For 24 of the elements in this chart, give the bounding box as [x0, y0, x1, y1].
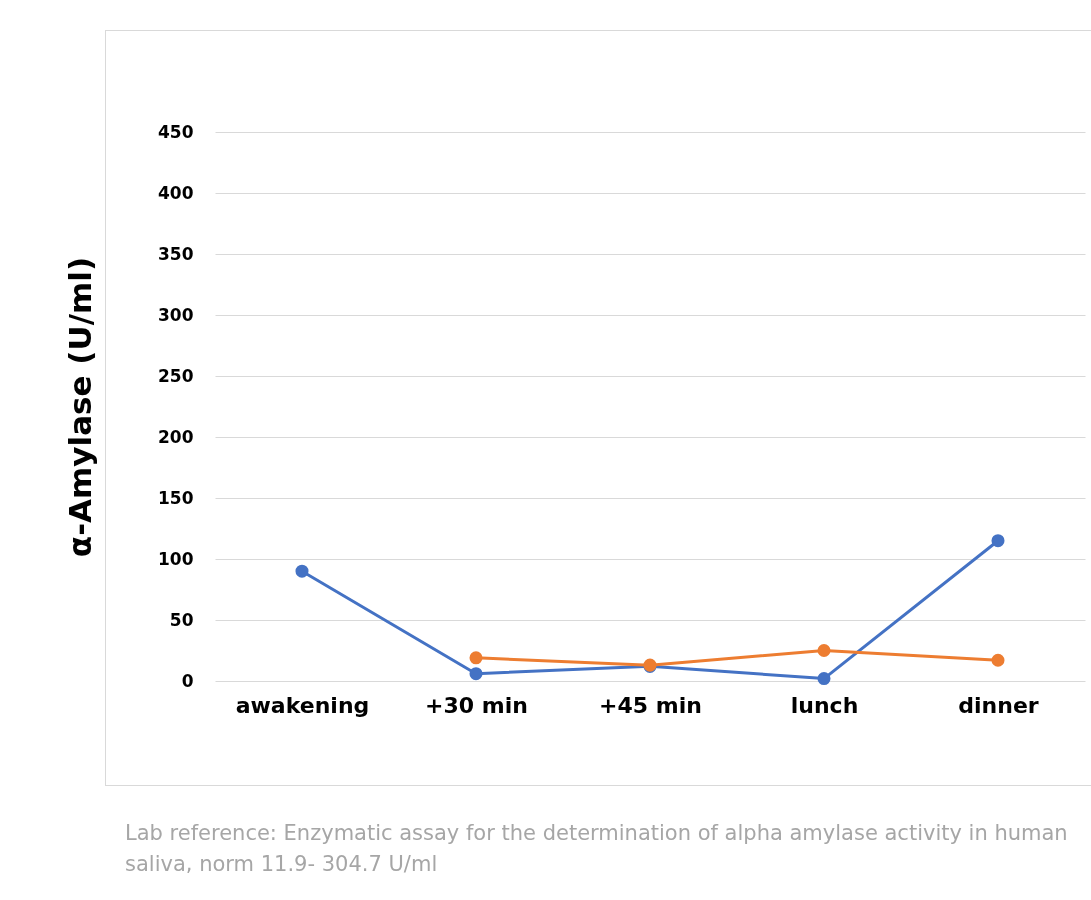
x-tick-label: +30 min [425, 692, 528, 718]
y-tick-label: 200 [158, 426, 194, 447]
point [991, 534, 1005, 548]
text: Lab reference: Enzymatic assay for the determination of alpha amylase activity in human saliva, norm 11.9- 304.7 U/ml [125, 820, 1069, 878]
point [295, 564, 309, 578]
y-tick-label: 50 [169, 609, 194, 630]
point [469, 667, 483, 681]
y-axis-title: α-Amylase (U/ml) [62, 256, 99, 558]
point [817, 643, 831, 658]
y-tick-label: 400 [158, 182, 194, 203]
y-tick-label: 250 [158, 365, 194, 386]
y-tick-label: 150 [158, 487, 194, 508]
y-tick-label: 100 [158, 548, 194, 569]
point [991, 653, 1005, 667]
y-tick-label: 350 [158, 243, 194, 264]
x-tick-label: lunch [790, 692, 859, 718]
point [469, 651, 483, 665]
x-tick-label: +45 min [599, 692, 702, 718]
y-tick-label: 0 [181, 670, 194, 691]
x-tick-label: dinner [958, 692, 1039, 718]
point [817, 672, 831, 686]
y-tick-label: 450 [158, 121, 194, 142]
y-tick-label: 300 [158, 304, 194, 325]
x-tick-label: awakening [235, 692, 370, 718]
